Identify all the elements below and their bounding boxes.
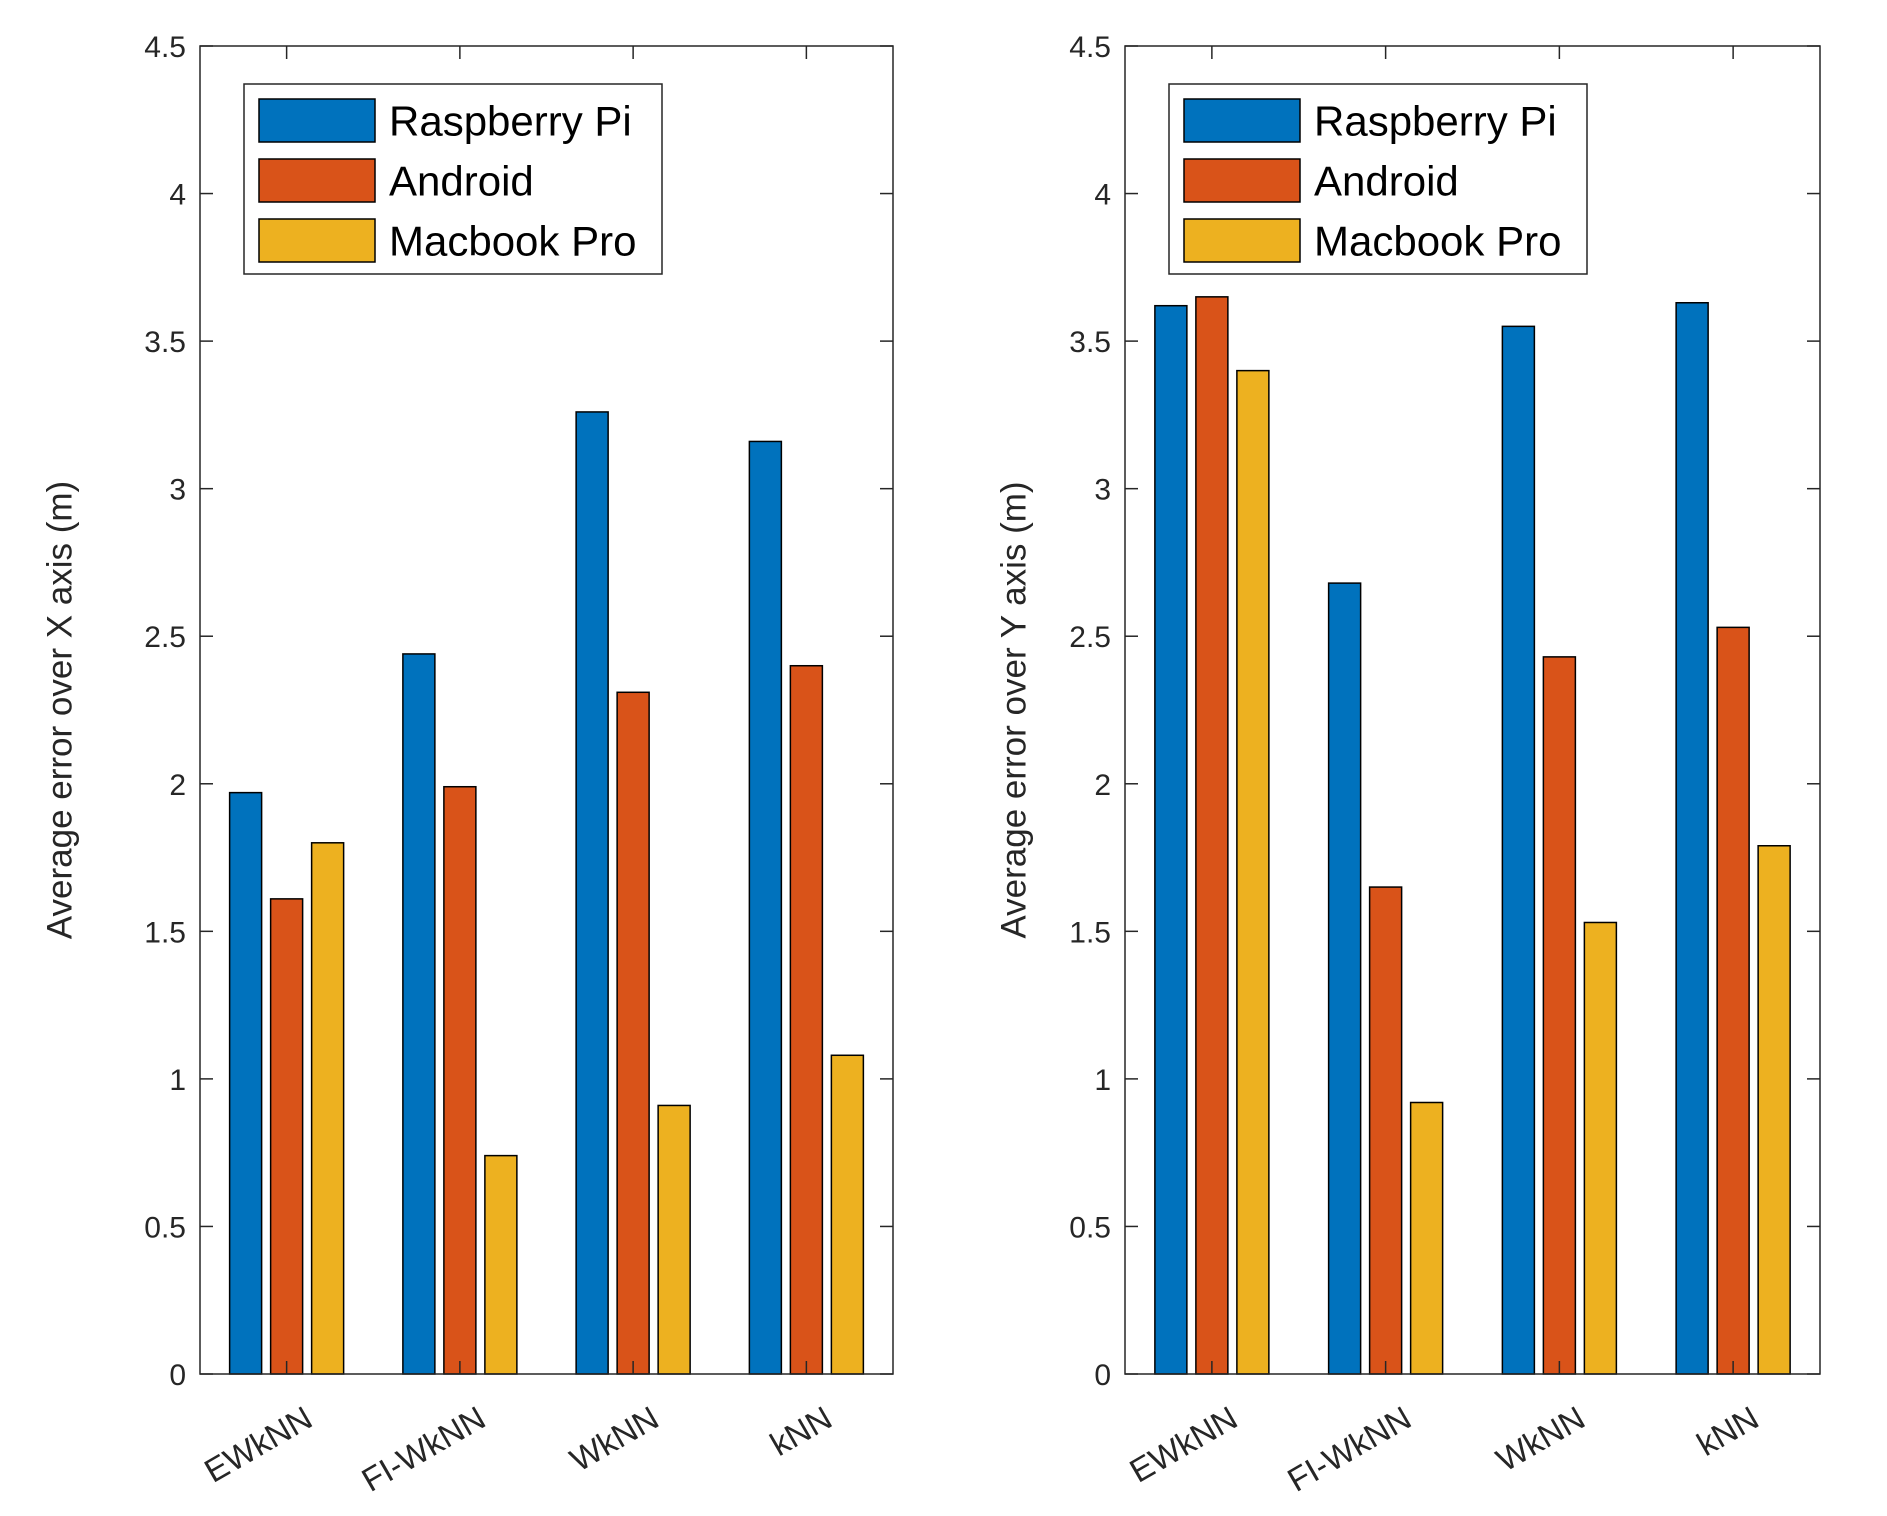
legend-swatch	[1183, 98, 1301, 143]
legend-label: Android	[1314, 158, 1459, 205]
legend-swatch	[1183, 218, 1301, 263]
y-tick-label: 4	[169, 179, 186, 212]
y-tick-label: 2	[1094, 769, 1111, 802]
bar-wknn-raspberry-pi	[575, 411, 609, 1375]
bar-ewknn-raspberry-pi	[228, 791, 263, 1375]
bar-ewknn-android	[269, 898, 304, 1375]
y-tick-label: 1.5	[144, 916, 186, 949]
bar-wknn-macbook-pro	[1583, 921, 1618, 1375]
bar-wknn-android	[1542, 656, 1577, 1375]
x-category-label: kNN	[1691, 1399, 1765, 1463]
bar-fi-wknn-macbook-pro	[484, 1154, 518, 1375]
y-tick-label: 1.5	[1069, 916, 1111, 949]
bar-wknn-android	[616, 691, 650, 1375]
legend-label: Macbook Pro	[389, 218, 636, 265]
y-tick-label: 4	[1094, 179, 1111, 212]
chart-panel-2: 0 0.5 1 1.5 2 2.5 3 3.5 4 4.5 EWkNN FI-WkNN WkNN kNN A…	[995, 31, 1821, 1499]
legend-label: Macbook Pro	[1314, 218, 1561, 265]
bar-knn-android	[789, 664, 824, 1375]
bar-knn-raspberry-pi	[748, 440, 783, 1375]
y-axis-label: Average error over Y axis (m)	[995, 481, 1034, 938]
bar-ewknn-raspberry-pi	[1154, 304, 1188, 1375]
y-tick-label: 2.5	[144, 621, 186, 654]
legend: Raspberry Pi Android Macbook Pro	[243, 83, 663, 275]
legend-swatch	[258, 98, 376, 143]
y-tick-label: 0.5	[144, 1211, 186, 1244]
y-tick-label: 3	[1094, 474, 1111, 507]
bar-ewknn-android	[1195, 296, 1229, 1375]
y-tick-label: 0	[1094, 1359, 1111, 1392]
y-tick-label: 2.5	[1069, 621, 1111, 654]
y-tick-label: 3	[169, 474, 186, 507]
legend-label: Raspberry Pi	[389, 98, 632, 145]
y-axis-label: Average error over X axis (m)	[41, 481, 80, 939]
x-category-label: FI-WkNN	[1281, 1399, 1417, 1499]
bar-knn-raspberry-pi	[1675, 301, 1709, 1375]
bar-wknn-raspberry-pi	[1501, 325, 1536, 1375]
legend-label: Android	[389, 158, 534, 205]
bar-ewknn-macbook-pro	[1236, 369, 1270, 1375]
legend: Raspberry Pi Android Macbook Pro	[1168, 83, 1588, 275]
bar-knn-macbook-pro	[1757, 845, 1791, 1375]
x-category-label: WkNN	[564, 1399, 665, 1479]
bar-fi-wknn-macbook-pro	[1409, 1101, 1444, 1375]
legend-label: Raspberry Pi	[1314, 98, 1557, 145]
axes-box	[199, 45, 894, 1375]
bar-fi-wknn-raspberry-pi	[1327, 582, 1362, 1375]
x-category-label: EWkNN	[1123, 1399, 1243, 1490]
legend-swatch	[258, 218, 376, 263]
x-category-label: EWkNN	[198, 1399, 318, 1490]
bar-fi-wknn-android	[1368, 886, 1403, 1375]
y-tick-label: 3.5	[1069, 326, 1111, 359]
axes-box	[1124, 45, 1821, 1375]
x-category-label: kNN	[764, 1399, 838, 1463]
x-category-label: WkNN	[1490, 1399, 1591, 1479]
bar-fi-wknn-raspberry-pi	[402, 653, 436, 1375]
legend-swatch	[258, 158, 376, 203]
bar-knn-android	[1716, 626, 1750, 1375]
x-category-label: FI-WkNN	[355, 1399, 491, 1499]
y-tick-label: 2	[169, 769, 186, 802]
y-tick-label: 1	[169, 1064, 186, 1097]
y-tick-label: 0.5	[1069, 1211, 1111, 1244]
y-tick-label: 4.5	[144, 31, 186, 64]
y-tick-label: 4.5	[1069, 31, 1111, 64]
y-tick-label: 0	[169, 1359, 186, 1392]
bar-wknn-macbook-pro	[657, 1104, 691, 1375]
chart-panel-1: 0 0.5 1 1.5 2 2.5 3 3.5 4 4.5 EWkNN FI-WkNN WkNN kNN A…	[41, 31, 894, 1499]
y-tick-label: 3.5	[144, 326, 186, 359]
bar-ewknn-macbook-pro	[310, 842, 345, 1375]
legend-swatch	[1183, 158, 1301, 203]
y-tick-label: 1	[1094, 1064, 1111, 1097]
bar-knn-macbook-pro	[830, 1054, 865, 1375]
bar-fi-wknn-android	[443, 785, 477, 1375]
